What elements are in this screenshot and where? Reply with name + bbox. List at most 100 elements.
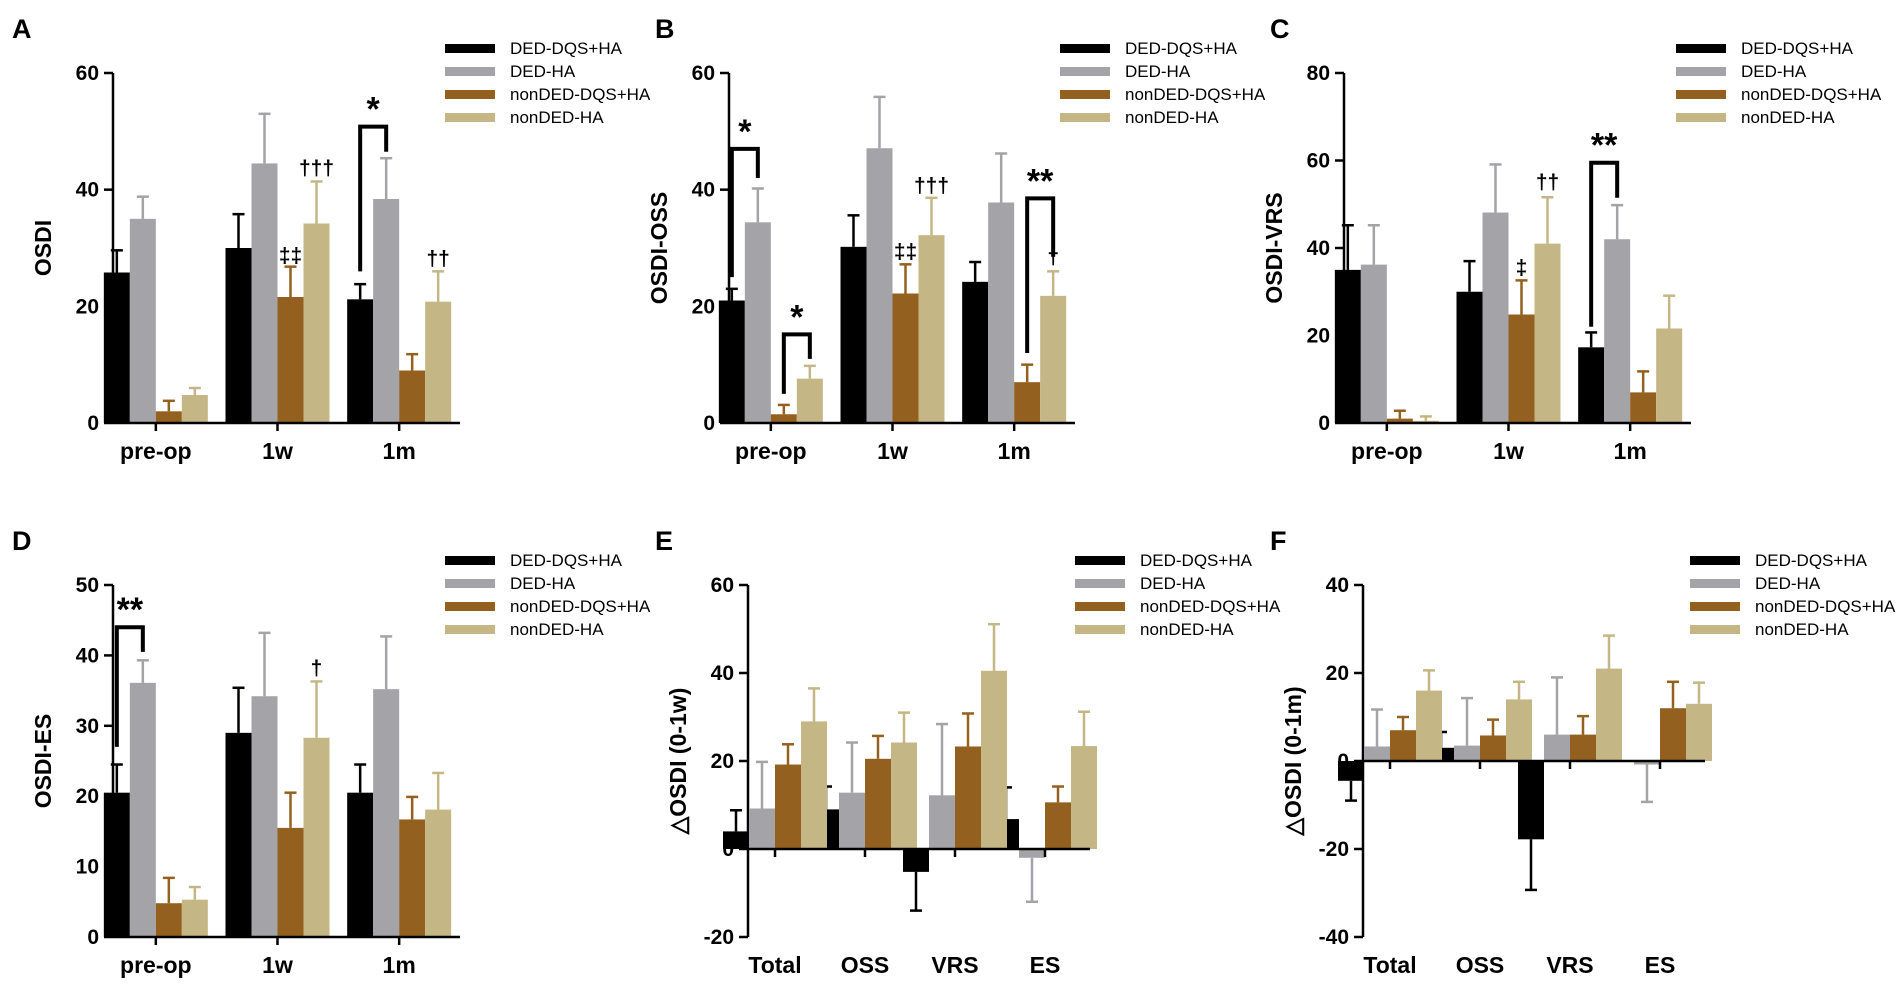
significance-bracket bbox=[114, 625, 145, 747]
significance-dagger: ‡‡ bbox=[894, 241, 917, 264]
bar bbox=[347, 792, 374, 937]
category-label: pre-op bbox=[120, 952, 192, 978]
y-tick-label: 20 bbox=[1326, 662, 1349, 685]
category-label: Total bbox=[1363, 952, 1416, 978]
bar bbox=[770, 414, 797, 423]
category-label: 1w bbox=[877, 438, 908, 464]
legend-label: DED-HA bbox=[1140, 574, 1206, 593]
panel-letter: D bbox=[12, 526, 32, 556]
category-label: VRS bbox=[1546, 952, 1593, 978]
y-tick-label: 50 bbox=[76, 574, 99, 597]
y-tick-label: 0 bbox=[703, 412, 715, 435]
bar bbox=[303, 737, 330, 937]
bar bbox=[796, 378, 823, 423]
bar bbox=[155, 411, 182, 423]
legend-label: nonDED-HA bbox=[1140, 620, 1234, 639]
category-label: Total bbox=[748, 952, 801, 978]
significance-bracket bbox=[358, 124, 389, 272]
y-tick-label: 40 bbox=[76, 179, 99, 202]
legend-swatch bbox=[1060, 113, 1110, 122]
bar bbox=[1014, 382, 1041, 423]
y-tick-label: 30 bbox=[76, 715, 99, 738]
bar bbox=[399, 370, 426, 423]
bar bbox=[840, 246, 867, 423]
legend-label: DED-HA bbox=[510, 574, 576, 593]
panel-letter: B bbox=[655, 14, 675, 44]
category-label: 1w bbox=[1493, 438, 1524, 464]
bar bbox=[251, 696, 278, 937]
bar bbox=[1518, 761, 1544, 840]
legend-label: nonDED-DQS+HA bbox=[1755, 597, 1896, 616]
y-tick-label: 20 bbox=[1307, 325, 1330, 348]
bar bbox=[1386, 418, 1413, 423]
legend-label: DED-HA bbox=[1741, 62, 1807, 81]
y-axis-label: OSDI bbox=[30, 220, 56, 276]
bar bbox=[1630, 392, 1657, 423]
significance-dagger: † bbox=[311, 657, 323, 680]
significance-bracket bbox=[781, 332, 812, 394]
bar bbox=[251, 163, 278, 423]
legend-swatch bbox=[1690, 556, 1740, 565]
panel-letter: C bbox=[1270, 14, 1290, 44]
legend-label: DED-DQS+HA bbox=[510, 551, 623, 570]
legend-swatch bbox=[1676, 113, 1726, 122]
legend-swatch bbox=[1690, 602, 1740, 611]
significance-dagger: ††† bbox=[299, 157, 334, 180]
panel-D: D 0 10 20 30 40 50 OSDI-ES pre-op 1w 1m † ** DED-DQS+… bbox=[12, 526, 651, 978]
bar bbox=[1506, 699, 1532, 761]
bar bbox=[1338, 761, 1364, 781]
bar bbox=[181, 395, 208, 423]
y-tick-label: -40 bbox=[1319, 926, 1349, 949]
significance-bracket bbox=[1589, 160, 1620, 327]
significance-dagger: ††† bbox=[914, 175, 949, 198]
bar bbox=[1604, 239, 1631, 423]
bar bbox=[866, 148, 893, 423]
bar bbox=[892, 293, 919, 423]
bar bbox=[903, 849, 929, 872]
bar bbox=[347, 299, 374, 423]
legend-swatch bbox=[1075, 625, 1125, 634]
bar bbox=[303, 223, 330, 423]
panel-letter: A bbox=[12, 14, 32, 44]
legend-swatch bbox=[1676, 67, 1726, 76]
y-tick-label: 0 bbox=[1318, 412, 1330, 435]
bar bbox=[891, 742, 917, 849]
significance-dagger: † bbox=[1047, 246, 1059, 269]
bar bbox=[1534, 243, 1561, 423]
bar bbox=[1456, 291, 1483, 423]
y-tick-label: 40 bbox=[692, 179, 715, 202]
legend-label: DED-HA bbox=[1755, 574, 1821, 593]
bar bbox=[103, 792, 130, 937]
y-tick-label: 0 bbox=[87, 412, 99, 435]
y-tick-label: 10 bbox=[76, 856, 99, 879]
y-axis-label: △OSDI (0-1m) bbox=[1280, 686, 1306, 836]
category-label: pre-op bbox=[120, 438, 192, 464]
significance-star: * bbox=[790, 298, 804, 336]
legend-swatch bbox=[445, 44, 495, 53]
bar bbox=[1045, 802, 1071, 849]
legend-label: DED-DQS+HA bbox=[1755, 551, 1868, 570]
bar bbox=[1596, 668, 1622, 761]
y-tick-label: 60 bbox=[711, 574, 734, 597]
y-tick-label: 60 bbox=[1307, 150, 1330, 173]
panel-C: C 0 20 40 60 80 OSDI-VRS pre-op 1w 1m ‡ †† ** DED-DQS… bbox=[1261, 14, 1882, 464]
legend-swatch bbox=[1075, 579, 1125, 588]
bar bbox=[1071, 746, 1097, 849]
bar bbox=[1040, 295, 1067, 423]
bar bbox=[955, 746, 981, 849]
bar bbox=[129, 682, 156, 937]
legend-swatch bbox=[445, 625, 495, 634]
significance-dagger: ‡ bbox=[1516, 256, 1528, 279]
legend-swatch bbox=[1690, 625, 1740, 634]
bar bbox=[1019, 849, 1045, 858]
significance-dagger: †† bbox=[426, 248, 449, 271]
legend-swatch bbox=[445, 556, 495, 565]
legend-swatch bbox=[445, 90, 495, 99]
y-tick-label: 20 bbox=[711, 750, 734, 773]
bar bbox=[103, 272, 130, 423]
significance-star: ** bbox=[1591, 127, 1618, 165]
significance-bracket bbox=[1025, 196, 1056, 353]
panel-letter: F bbox=[1270, 526, 1287, 556]
y-axis-label: OSDI-OSS bbox=[646, 192, 672, 304]
significance-dagger: †† bbox=[1536, 171, 1559, 194]
